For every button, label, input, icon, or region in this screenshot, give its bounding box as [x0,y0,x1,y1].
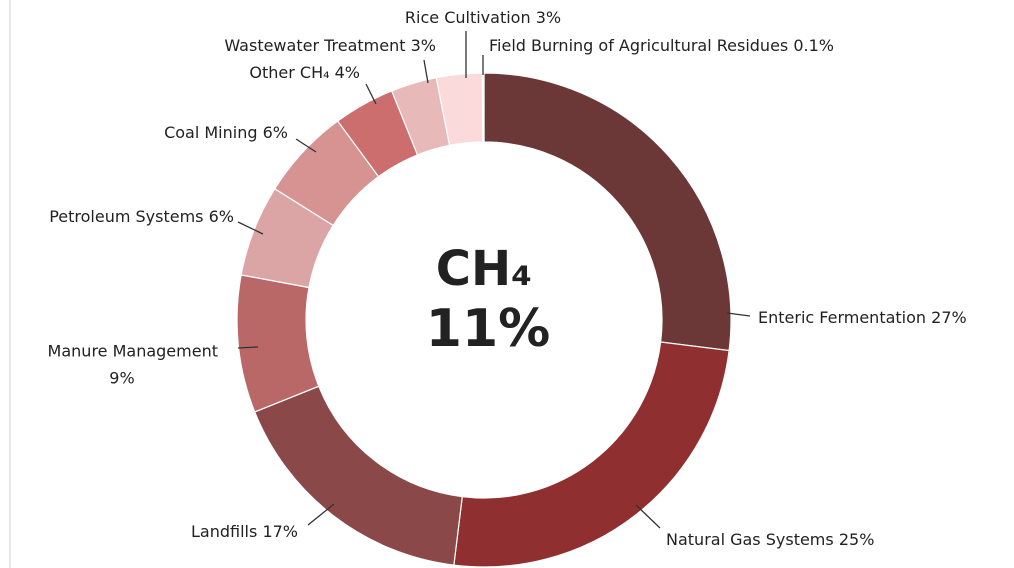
value-label: 6% [209,207,234,226]
category: Field Burning of Agricultural Residues [489,36,788,55]
segment-label: Rice Cultivation 3% [405,8,561,27]
value-label: 4% [335,63,360,82]
category: Landfills [191,522,257,541]
category: Natural Gas Systems [666,530,834,549]
segment-label: Natural Gas Systems 25% [666,530,874,549]
segment-label: Wastewater Treatment 3% [224,36,436,55]
leader-line [726,312,751,317]
category: Wastewater Treatment [224,36,405,55]
value-label: 27% [931,308,967,327]
segment [236,274,320,413]
value-label: 25% [839,530,875,549]
leader-line [365,83,377,105]
segment-label: Landfills 17% [191,522,298,541]
leader-line [635,504,661,529]
segment-label: Field Burning of Agricultural Residues 0… [489,36,834,55]
center-title: CH₄ [436,241,532,297]
segment-label: Petroleum Systems 6% [49,207,234,226]
segment-label: Enteric Fermentation 27% [758,308,967,327]
value-label: 0.1% [793,36,834,55]
leader-line [295,138,317,153]
category: Petroleum Systems [49,207,203,226]
category: Rice Cultivation [405,8,531,27]
leader-line [237,346,259,349]
category: Enteric Fermentation [758,308,926,327]
leader-line [423,59,429,84]
leader-line [237,221,264,235]
value-label: 9% [109,369,134,388]
donut [236,72,732,568]
center-value: 11% [426,299,550,359]
category: Other CH₄ [249,63,329,82]
segment-label: Manure Management [48,342,218,361]
segment-label: Other CH₄ 4% [249,63,360,82]
value-label: 17% [262,522,298,541]
category: Coal Mining [164,123,257,142]
value-label: 3% [536,8,561,27]
segment-label: Coal Mining 6% [164,123,288,142]
value-label: 3% [411,36,436,55]
leader-line [307,503,335,526]
segment [481,72,485,143]
value-label: 6% [263,123,288,142]
